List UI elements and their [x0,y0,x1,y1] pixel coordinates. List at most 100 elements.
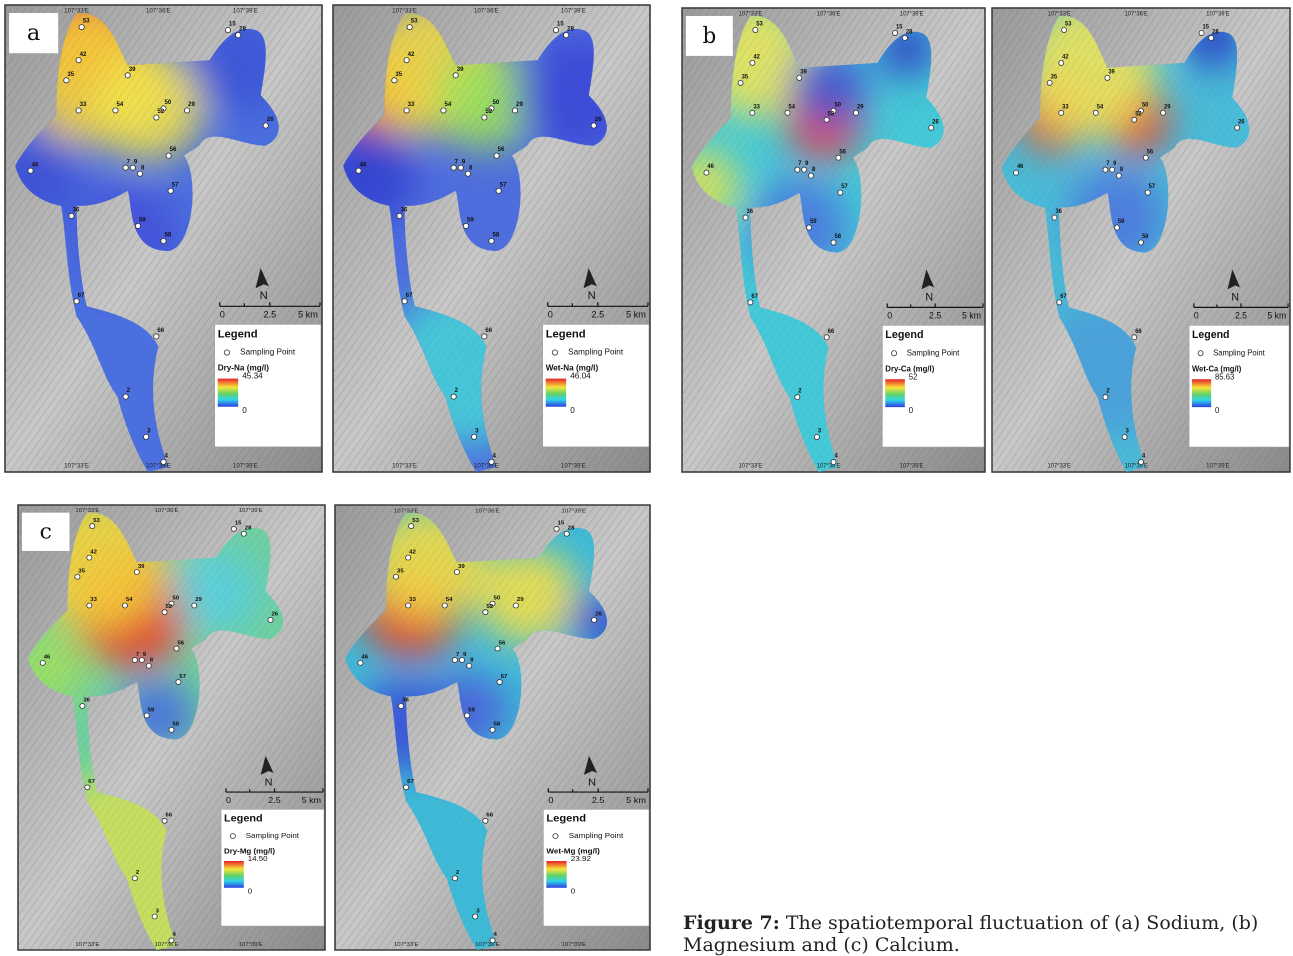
point-label: 8 [141,164,145,171]
sampling-point [1109,166,1116,173]
sampling-point [563,530,570,537]
scale-label: 5 km [1267,311,1286,321]
scale-label: 5 km [962,311,981,321]
sampling-point [1046,79,1053,86]
point-label: 39 [1108,69,1115,75]
point-label: 59 [1118,219,1125,225]
point-label: 46 [32,161,39,168]
north-arrow [1227,269,1241,290]
point-label: 28 [1212,29,1219,35]
point-label: 8 [470,658,474,664]
legend-colorbar [1191,379,1212,408]
legend-heading: Legend [885,329,923,341]
sampling-point [703,169,710,176]
lon-label: 107°33'E [392,463,417,470]
lon-label: 107°33'E [75,508,99,514]
point-label: 35 [78,569,85,575]
point-label: 50 [834,102,841,108]
point-label: 54 [789,104,796,110]
sampling-point [1058,59,1065,66]
sampling-point [452,72,459,79]
sampling-point [160,105,167,112]
lon-label: 107°39'E [239,942,263,948]
point-label: 2 [127,387,131,394]
point-label: 28 [239,26,246,33]
sampling-point [441,602,448,609]
lon-label: 107°36'E [146,8,171,15]
point-label: 7 [798,161,802,167]
sampling-point [1121,434,1128,441]
lon-label: 107°33'E [739,464,763,470]
point-label: 28 [906,29,913,35]
north-label: N [588,290,596,302]
sampling-point [160,237,167,245]
point-label: 57 [1149,184,1155,190]
scale-label: 2.5 [929,311,941,321]
sampling-point [495,187,502,194]
point-label: 7 [456,652,460,658]
legend-point-label: Sampling Point [246,831,300,840]
sampling-point [230,526,237,532]
sampling-point [563,32,570,39]
point-label: 52 [485,108,492,115]
sampling-point [403,784,410,791]
point-label: 7 [127,158,131,165]
legend-variable: Wet-Mg (mg/l) [546,847,600,856]
legend-max: 14.50 [248,854,268,863]
scale-label: 0 [1194,311,1199,321]
sampling-point [1160,109,1166,116]
point-label: 3 [475,427,479,434]
legend-min: 0 [242,406,247,415]
scale-label: 5 km [626,310,646,320]
sampling-point [79,703,86,709]
sampling-point [112,107,119,114]
north-label: N [925,291,933,303]
point-label: 33 [409,597,416,603]
sampling-point [830,107,837,114]
scale-bar [547,302,649,307]
scale-label: 2.5 [592,795,605,805]
lon-label: 107°36'E [474,8,499,15]
sampling-point [928,124,935,131]
point-label: 58 [494,722,501,728]
sampling-point [1061,26,1067,33]
sampling-point [1058,109,1065,116]
sampling-point [458,657,466,663]
sampling-point [124,72,131,79]
point-label: 36 [402,698,409,704]
legend-min: 0 [570,406,575,415]
sampling-point [153,114,160,121]
point-label: 42 [90,549,97,555]
scale-label: 2.5 [1235,311,1247,321]
point-label: 29 [195,597,202,603]
point-label: 4 [493,453,497,460]
caption: Figure 7: The spatiotemporal fluctuation… [683,912,1273,956]
point-label: 39 [458,564,465,570]
point-label: 56 [499,640,506,646]
sampling-point [160,458,167,465]
scale-label: 2.5 [268,795,281,805]
sampling-point [122,393,129,400]
sampling-point [145,662,152,669]
point-label: 26 [595,612,602,618]
sampling-point [1138,107,1144,114]
point-label: 58 [172,722,179,728]
legend-min: 0 [571,887,576,896]
legend-colorbar [217,378,239,407]
lon-label: 107°36'E [146,463,171,470]
sampling-point [830,459,837,466]
point-label: 42 [409,550,416,556]
scale-label: 5 km [302,795,321,805]
sampling-point [482,817,489,824]
point-label: 53 [756,22,763,28]
sampling-point [1051,214,1058,221]
sampling-point [489,937,496,944]
point-label: 26 [932,119,939,125]
scale-label: 5 km [298,310,318,320]
sampling-point [405,602,412,609]
lon-label: 107°36'E [1125,464,1148,470]
sampling-point [1144,189,1151,196]
point-label: 46 [707,164,714,170]
sampling-point [853,109,859,116]
north-arrow [921,269,935,290]
